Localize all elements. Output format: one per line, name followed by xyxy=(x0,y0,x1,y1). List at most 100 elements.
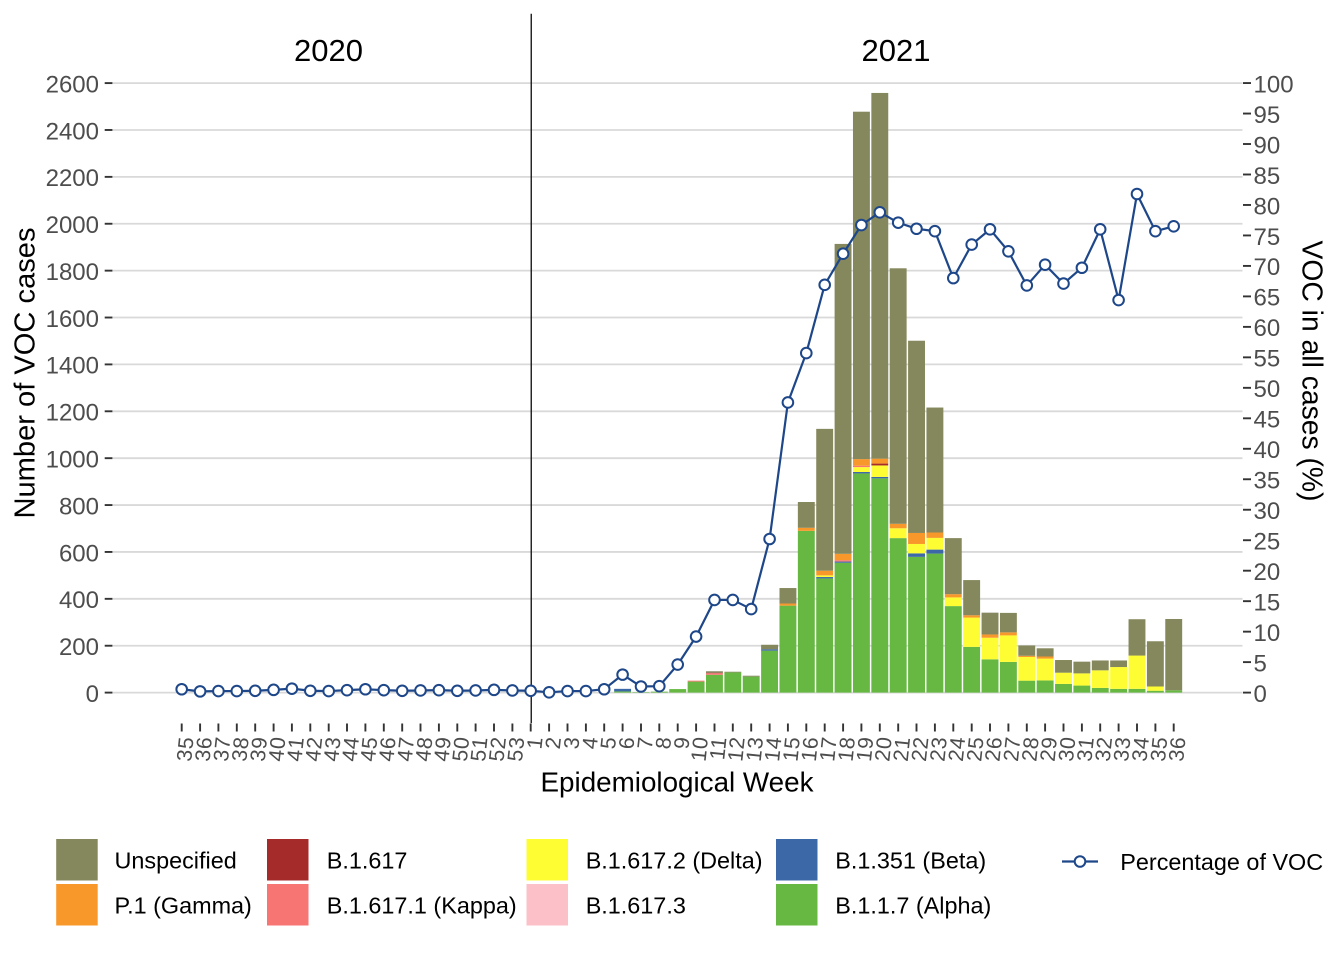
svg-text:31: 31 xyxy=(1072,736,1098,763)
svg-text:20: 20 xyxy=(1254,559,1281,586)
svg-text:12: 12 xyxy=(723,736,749,763)
svg-text:36: 36 xyxy=(191,736,217,763)
svg-text:40: 40 xyxy=(1254,437,1281,464)
svg-text:B.1.617.2 (Delta): B.1.617.2 (Delta) xyxy=(586,848,763,874)
svg-text:B.1.617: B.1.617 xyxy=(327,848,408,874)
svg-text:100: 100 xyxy=(1254,71,1294,98)
svg-text:6: 6 xyxy=(614,736,639,751)
svg-text:0: 0 xyxy=(86,681,99,708)
svg-text:38: 38 xyxy=(227,736,253,763)
svg-text:37: 37 xyxy=(209,736,235,763)
svg-text:20: 20 xyxy=(870,736,896,763)
svg-text:21: 21 xyxy=(889,736,915,763)
svg-text:600: 600 xyxy=(59,540,99,567)
svg-text:25: 25 xyxy=(962,736,988,763)
svg-text:5: 5 xyxy=(1254,650,1267,677)
svg-text:45: 45 xyxy=(1254,407,1281,434)
svg-text:1: 1 xyxy=(523,736,548,751)
svg-text:Unspecified: Unspecified xyxy=(115,848,237,874)
svg-text:75: 75 xyxy=(1254,224,1281,251)
svg-text:Epidemiological Week: Epidemiological Week xyxy=(541,767,814,798)
svg-text:2400: 2400 xyxy=(46,118,99,145)
svg-text:23: 23 xyxy=(925,736,951,763)
svg-text:B.1.617.1 (Kappa): B.1.617.1 (Kappa) xyxy=(327,893,517,919)
svg-text:18: 18 xyxy=(834,736,860,763)
svg-text:50: 50 xyxy=(448,736,474,763)
svg-text:33: 33 xyxy=(1109,736,1135,763)
svg-text:14: 14 xyxy=(760,736,786,763)
svg-text:55: 55 xyxy=(1254,346,1281,373)
svg-text:47: 47 xyxy=(393,736,419,763)
svg-text:1000: 1000 xyxy=(46,446,99,473)
svg-text:7: 7 xyxy=(633,736,658,751)
svg-text:11: 11 xyxy=(705,736,731,761)
svg-text:27: 27 xyxy=(999,736,1025,763)
svg-text:4: 4 xyxy=(578,736,603,751)
svg-text:1200: 1200 xyxy=(46,400,99,427)
svg-text:1800: 1800 xyxy=(46,259,99,286)
svg-text:41: 41 xyxy=(282,736,308,763)
svg-text:B.1.351 (Beta): B.1.351 (Beta) xyxy=(835,848,986,874)
svg-text:29: 29 xyxy=(1036,736,1062,763)
svg-text:8: 8 xyxy=(651,736,676,751)
svg-text:60: 60 xyxy=(1254,315,1281,342)
svg-text:42: 42 xyxy=(301,736,327,763)
svg-text:52: 52 xyxy=(485,736,511,763)
svg-text:3: 3 xyxy=(559,736,584,751)
svg-text:16: 16 xyxy=(797,736,823,763)
svg-text:2020: 2020 xyxy=(294,33,363,68)
svg-text:10: 10 xyxy=(1254,620,1281,647)
svg-text:43: 43 xyxy=(319,736,345,763)
svg-text:VOC in all cases (%): VOC in all cases (%) xyxy=(1297,240,1329,501)
svg-text:30: 30 xyxy=(1054,736,1080,763)
svg-text:15: 15 xyxy=(1254,589,1281,616)
svg-text:19: 19 xyxy=(852,736,878,763)
svg-text:22: 22 xyxy=(907,736,933,763)
svg-text:15: 15 xyxy=(778,736,804,763)
svg-text:32: 32 xyxy=(1091,736,1117,763)
svg-text:2000: 2000 xyxy=(46,212,99,239)
svg-text:25: 25 xyxy=(1254,529,1281,556)
svg-text:70: 70 xyxy=(1254,254,1281,281)
svg-text:1600: 1600 xyxy=(46,306,99,333)
svg-text:44: 44 xyxy=(338,736,364,763)
svg-text:P.1 (Gamma): P.1 (Gamma) xyxy=(115,893,252,919)
svg-text:45: 45 xyxy=(356,736,382,763)
svg-text:50: 50 xyxy=(1254,376,1281,403)
svg-text:Number of VOC cases: Number of VOC cases xyxy=(9,227,41,518)
svg-text:51: 51 xyxy=(466,736,492,763)
svg-text:28: 28 xyxy=(1017,736,1043,763)
svg-text:46: 46 xyxy=(374,736,400,763)
svg-text:Percentage of VOC: Percentage of VOC xyxy=(1120,849,1323,875)
svg-text:49: 49 xyxy=(429,736,455,763)
svg-text:0: 0 xyxy=(1254,681,1267,708)
svg-text:34: 34 xyxy=(1128,736,1154,763)
svg-text:35: 35 xyxy=(172,736,198,763)
svg-text:35: 35 xyxy=(1146,736,1172,763)
svg-text:10: 10 xyxy=(687,736,713,763)
svg-text:36: 36 xyxy=(1164,736,1190,763)
svg-text:5: 5 xyxy=(596,736,621,751)
svg-text:9: 9 xyxy=(670,736,695,751)
svg-text:200: 200 xyxy=(59,634,99,661)
svg-text:1400: 1400 xyxy=(46,353,99,380)
svg-text:95: 95 xyxy=(1254,102,1281,129)
svg-text:30: 30 xyxy=(1254,498,1281,525)
svg-text:2: 2 xyxy=(541,736,566,751)
svg-text:90: 90 xyxy=(1254,132,1281,159)
svg-text:65: 65 xyxy=(1254,285,1281,312)
svg-text:17: 17 xyxy=(815,736,841,763)
svg-text:53: 53 xyxy=(503,736,529,763)
svg-text:85: 85 xyxy=(1254,163,1281,190)
svg-text:13: 13 xyxy=(742,736,768,763)
svg-text:400: 400 xyxy=(59,587,99,614)
svg-text:2021: 2021 xyxy=(862,33,931,68)
svg-text:2600: 2600 xyxy=(46,71,99,98)
svg-text:B.1.617.3: B.1.617.3 xyxy=(586,893,686,919)
svg-text:48: 48 xyxy=(411,736,437,763)
svg-text:24: 24 xyxy=(944,736,970,763)
svg-text:800: 800 xyxy=(59,493,99,520)
svg-text:40: 40 xyxy=(264,736,290,763)
svg-text:80: 80 xyxy=(1254,193,1281,220)
svg-text:39: 39 xyxy=(246,736,272,763)
